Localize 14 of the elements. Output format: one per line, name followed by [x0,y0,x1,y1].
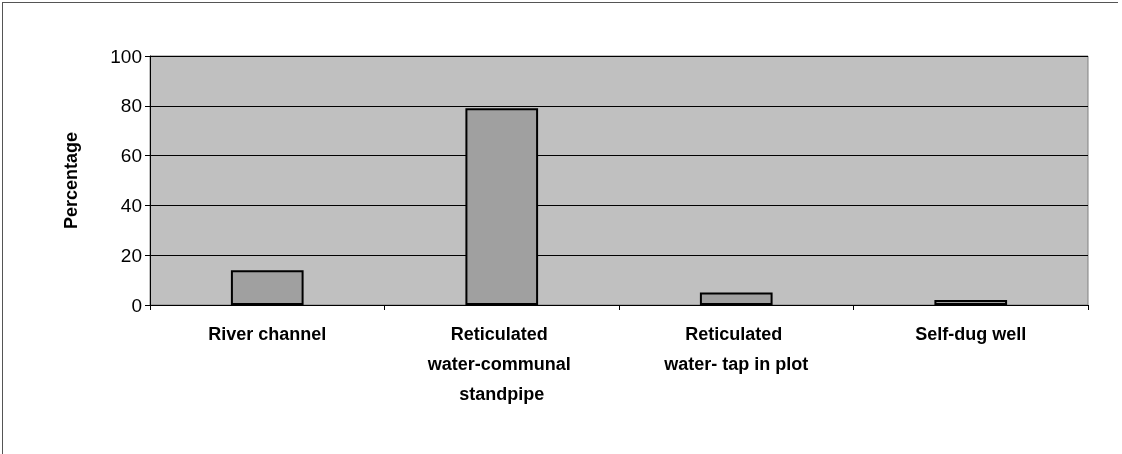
y-tick-label: 0 [131,294,142,316]
y-tick-label: 20 [120,244,142,266]
y-tick-label: 100 [110,45,142,67]
bar [230,270,304,305]
bar [699,292,773,305]
bar [934,300,1008,305]
x-tick-label: River channel [208,324,327,344]
x-tick-label: Reticulated water- tap in plot [663,324,809,374]
y-tick-label: 80 [120,95,142,117]
x-tick-label: Reticulated water-communal standpipe [426,324,576,404]
x-tick-label: Self-dug well [915,324,1027,344]
y-axis-title: Percentage [61,131,81,230]
y-tick-label: 40 [120,194,142,216]
y-tick-label: 60 [120,145,142,167]
